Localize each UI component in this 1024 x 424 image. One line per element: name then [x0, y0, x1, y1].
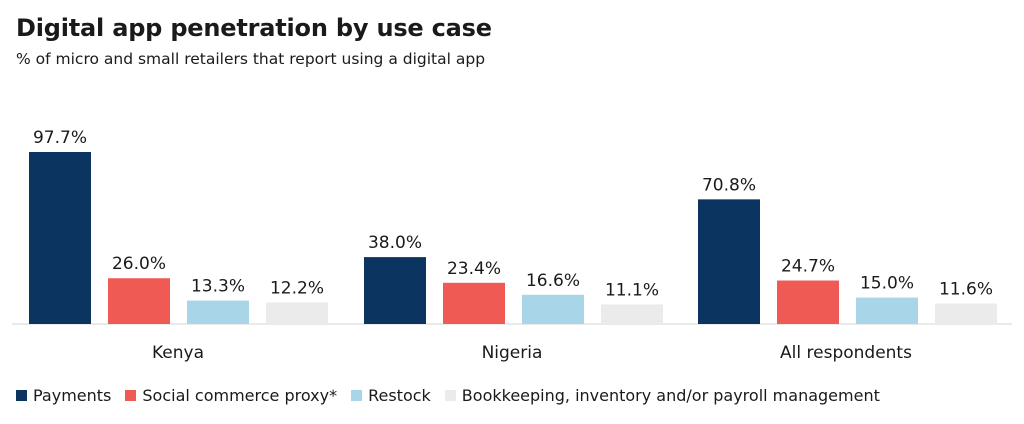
category-label: Kenya: [152, 343, 204, 363]
data-label: 11.1%: [605, 280, 659, 300]
bar-nigeria-payments: [364, 257, 426, 324]
bar-all-respondents-restock: [856, 297, 918, 324]
bar-nigeria-social: [443, 282, 505, 324]
data-label: 11.6%: [939, 280, 993, 300]
bar-kenya-restock: [187, 300, 249, 324]
chart-subtitle: % of micro and small retailers that repo…: [16, 50, 486, 68]
legend-swatch-payments: [16, 390, 27, 401]
data-label: 38.0%: [368, 233, 422, 253]
legend-label-bookkeeping: Bookkeeping, inventory and/or payroll ma…: [461, 386, 880, 405]
data-label: 16.6%: [526, 271, 580, 291]
bar-kenya-payments: [29, 152, 91, 324]
legend-label-restock: Restock: [368, 386, 431, 405]
legend-item-restock: Restock: [351, 386, 431, 405]
chart-legend: Payments Social commerce proxy* Restock …: [16, 386, 880, 405]
data-label: 15.0%: [860, 274, 914, 294]
bar-all-respondents-payments: [698, 199, 760, 324]
legend-swatch-restock: [351, 390, 363, 401]
category-label: All respondents: [780, 343, 912, 363]
data-label: 12.2%: [270, 279, 324, 299]
data-label: 24.7%: [781, 257, 835, 277]
data-label: 97.7%: [33, 128, 87, 148]
data-label: 70.8%: [702, 175, 756, 195]
bar-kenya-social: [108, 278, 170, 324]
chart-title: Digital app penetration by use case: [16, 14, 492, 42]
bar-all-respondents-social: [777, 280, 839, 324]
legend-item-payments: Payments: [16, 386, 111, 405]
legend-item-bookkeeping: Bookkeeping, inventory and/or payroll ma…: [444, 386, 880, 405]
legend-label-payments: Payments: [33, 386, 112, 405]
bar-nigeria-restock: [522, 294, 584, 324]
data-label: 23.4%: [447, 259, 501, 279]
bar-kenya-bookkeeping: [266, 302, 328, 324]
legend-swatch-bookkeeping: [444, 390, 456, 401]
data-label: 13.3%: [191, 277, 245, 297]
legend-item-social-commerce: Social commerce proxy*: [125, 386, 337, 405]
legend-label-social-commerce: Social commerce proxy*: [142, 386, 338, 405]
bar-nigeria-bookkeeping: [601, 304, 663, 324]
legend-swatch-social-commerce: [125, 390, 137, 401]
category-label: Nigeria: [482, 343, 543, 363]
bar-all-respondents-bookkeeping: [935, 303, 997, 324]
data-label: 26.0%: [112, 254, 166, 274]
